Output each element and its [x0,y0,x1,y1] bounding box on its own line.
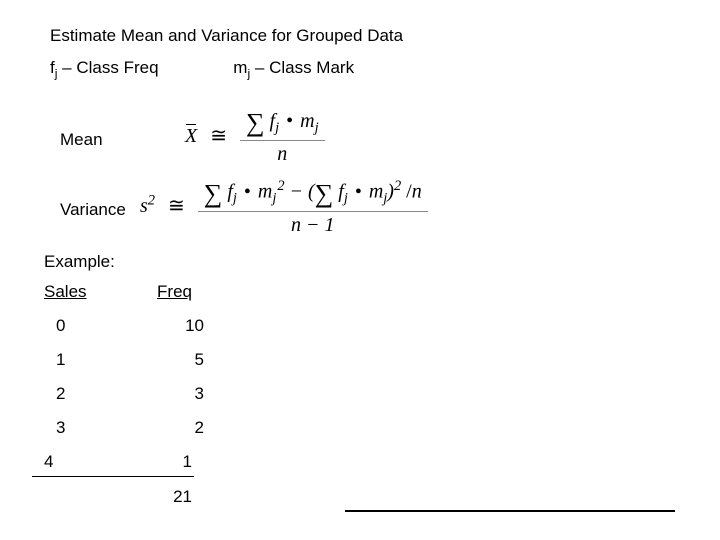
dot-1: • [284,110,295,133]
table-header: Sales Freq [44,282,204,302]
variance-label: Variance [60,200,126,220]
class-mark-def: mj – Class Mark [233,58,354,80]
col-freq-header: Freq [132,282,192,302]
f-3-sub: j [344,191,348,207]
slide: Estimate Mean and Variance for Grouped D… [0,0,720,540]
definitions-line: fj – Class Freq mj – Class Mark [50,58,354,80]
total-value: 21 [132,487,192,507]
cell-freq: 2 [144,418,204,438]
n-num: n [412,181,422,203]
col-sales-header: Sales [44,282,132,302]
table-row: 3 2 [44,418,204,438]
page-title: Estimate Mean and Variance for Grouped D… [50,26,403,46]
f-2-sub: j [233,191,237,207]
paren-sq: 2 [394,178,401,194]
class-freq-def: fj – Class Freq [50,58,159,80]
f-1-sub: j [275,120,279,136]
sigma-2: ∑ [204,179,223,209]
sigma-3: ∑ [315,179,334,209]
table-row: 4 1 [44,452,204,477]
variance-denominator: n − 1 [198,212,428,237]
m-2-sub: j [272,191,276,207]
dot-2: • [242,181,253,204]
cell-sales: 2 [44,384,144,404]
variance-formula: s2 ≅ ∑ fj • mj2 − (∑ fj • mj)2 /n n − 1 [140,178,428,237]
cell-sales: 3 [44,418,144,438]
cell-freq: 5 [144,350,204,370]
variance-numerator: ∑ fj • mj2 − (∑ fj • mj)2 /n [198,178,428,212]
mean-formula: X ≅ ∑ fj • mj n [185,108,325,166]
dot-3: • [353,181,364,204]
approx-sign-2: ≅ [160,193,193,218]
total-blank [44,487,132,507]
cell-sales: 0 [44,316,144,336]
minus-den: − [306,214,320,236]
table-row-last-inner: 4 1 [32,452,194,477]
m-1: m [300,110,314,132]
example-label: Example: [44,252,115,272]
s-exp: 2 [148,192,155,208]
variance-fraction: ∑ fj • mj2 − (∑ fj • mj)2 /n n − 1 [198,178,428,237]
mean-numerator: ∑ fj • mj [240,108,325,141]
table-row: 1 5 [44,350,204,370]
one-den: 1 [325,214,335,236]
table-row: 0 10 [44,316,204,336]
cell-sales: 4 [44,452,132,472]
s-base: s [140,195,148,217]
mean-denominator: n [240,141,325,166]
n-den: n [291,214,301,236]
x-bar: X [185,125,197,148]
cell-freq: 10 [144,316,204,336]
cell-freq: 1 [132,452,192,472]
m-1-sub: j [315,120,319,136]
cell-sales: 1 [44,350,144,370]
f-text: – Class Freq [57,58,158,77]
sigma-1: ∑ [246,108,265,138]
m-2-sq: 2 [277,178,284,194]
table-row: 2 3 [44,384,204,404]
mean-label: Mean [60,130,103,150]
cell-freq: 3 [144,384,204,404]
paren-c: ) [387,181,394,203]
mean-fraction: ∑ fj • mj n [240,108,325,166]
m-sym: m [233,58,247,77]
paren-o: ( [308,181,315,203]
minus-1: − [290,181,304,203]
m-text: – Class Mark [250,58,354,77]
data-table: Sales Freq 0 10 1 5 2 3 3 2 4 1 21 [44,282,204,507]
table-total-row: 21 [44,487,204,507]
m-2: m [258,181,272,203]
m-3: m [369,181,383,203]
approx-sign: ≅ [202,123,235,148]
footer-rule [345,510,675,512]
